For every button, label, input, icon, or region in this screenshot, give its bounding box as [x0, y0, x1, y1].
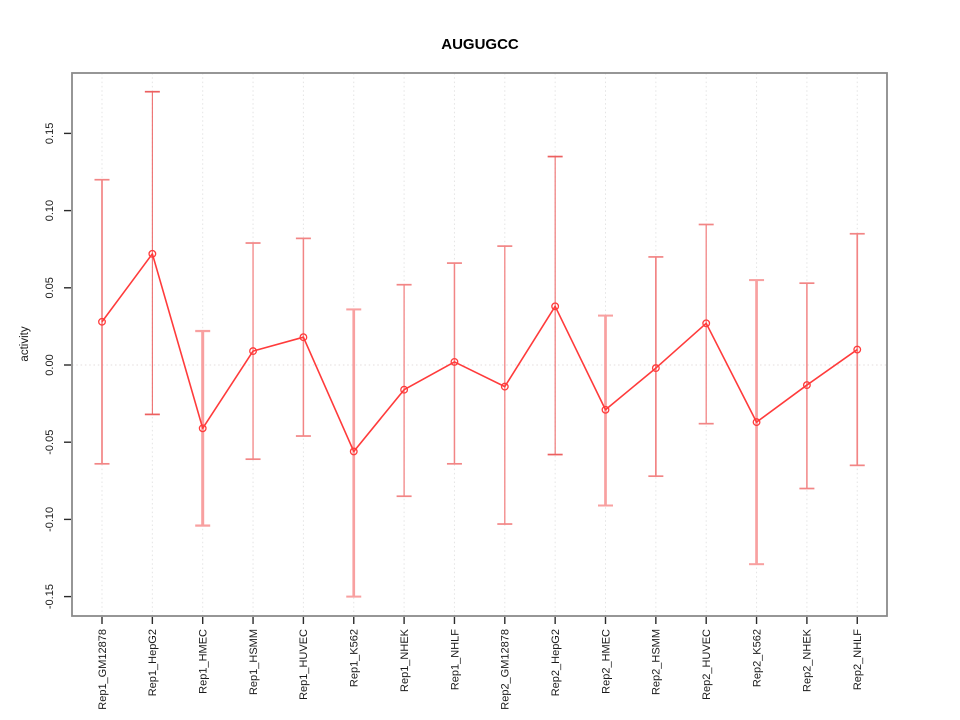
- y-tick-label: 0.05: [44, 277, 56, 298]
- data-point: [802, 381, 811, 390]
- x-tick-label: Rep1_GM12878: [97, 629, 109, 710]
- data-point: [349, 447, 358, 456]
- x-tick-label: Rep2_NHLF: [852, 629, 864, 690]
- x-tick-label: Rep2_HMEC: [600, 629, 612, 694]
- x-tick-label: Rep2_HSMM: [651, 629, 663, 695]
- x-tick-label: Rep1_K562: [349, 629, 361, 687]
- plot-frame-group: [71, 72, 888, 617]
- y-tick-label: 0.10: [44, 200, 56, 221]
- x-tick-label: Rep1_NHLF: [449, 629, 461, 690]
- axis-ticks: [64, 132, 858, 624]
- data-point: [752, 418, 761, 427]
- x-tick-label: Rep1_HepG2: [147, 629, 159, 696]
- data-point: [853, 345, 862, 354]
- y-tick-label: 0.00: [44, 354, 56, 375]
- x-tick-label: Rep1_HMEC: [198, 629, 210, 694]
- y-tick-labels: -0.15 -0.10 -0.05 0.00 0.05 0.10 0.15: [44, 123, 56, 609]
- x-tick-label: Rep2_K562: [751, 629, 763, 687]
- x-tick-label: Rep2_NHEK: [802, 628, 814, 692]
- series-line: [101, 253, 858, 453]
- y-tick-label: -0.15: [44, 584, 56, 609]
- data-point: [148, 249, 157, 258]
- y-tick-label: -0.10: [44, 507, 56, 532]
- data-point: [98, 317, 106, 326]
- y-tick-label: 0.15: [44, 123, 56, 144]
- y-tick-label: -0.05: [44, 430, 56, 455]
- data-point: [299, 333, 308, 342]
- x-tick-label: Rep1_NHEK: [399, 628, 411, 692]
- data-points: [98, 249, 862, 456]
- data-point: [702, 319, 711, 328]
- error-bars: [94, 90, 865, 598]
- data-point: [450, 357, 459, 366]
- data-point: [400, 385, 409, 394]
- chart-title: AUGUGCC: [441, 36, 519, 53]
- x-tick-label: Rep2_HepG2: [550, 629, 562, 696]
- x-tick-label: Rep1_HUVEC: [298, 629, 310, 700]
- data-point: [500, 382, 509, 391]
- series-line-group: [101, 253, 858, 453]
- data-point: [198, 424, 207, 433]
- x-tick-label: Rep1_HSMM: [248, 629, 260, 695]
- plot-frame: [71, 72, 888, 617]
- x-tick-label: Rep2_GM12878: [500, 629, 512, 710]
- data-point: [551, 302, 560, 311]
- gridlines: [101, 73, 858, 616]
- data-point: [249, 347, 257, 356]
- data-point: [601, 405, 610, 414]
- data-point: [651, 364, 660, 373]
- x-tick-label: Rep2_HUVEC: [701, 629, 713, 700]
- x-tick-labels: Rep1_GM12878 Rep1_HepG2 Rep1_HMEC Rep1_HSMM…: [97, 628, 864, 709]
